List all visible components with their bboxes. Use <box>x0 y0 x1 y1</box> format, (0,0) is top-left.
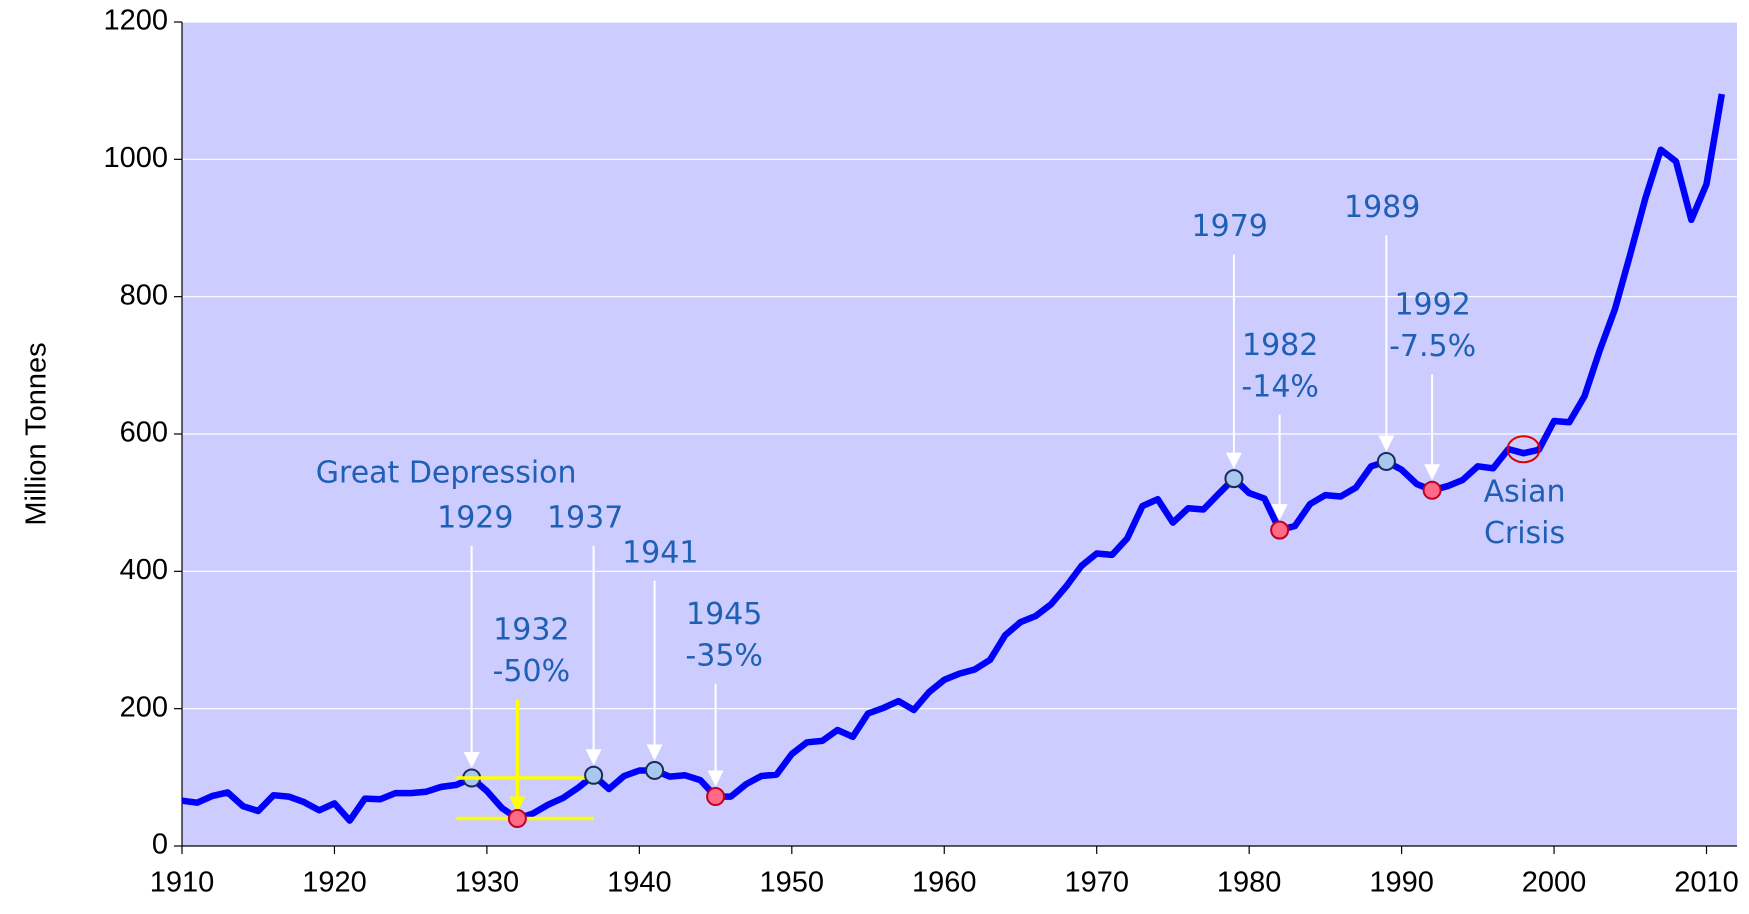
data-line <box>181 93 1726 824</box>
x-tick-label: 1950 <box>760 867 825 899</box>
annotation-label: 1979 <box>1192 209 1268 244</box>
annotation-arrow-head <box>1225 452 1242 469</box>
annotation-arrow-head <box>585 749 602 766</box>
y-tick-label: 1000 <box>103 142 168 174</box>
annotation-arrow-head <box>707 770 724 787</box>
x-tick-label: 1910 <box>150 867 215 899</box>
peak-marker <box>1376 451 1396 471</box>
y-tick-label: 200 <box>120 691 168 723</box>
x-tick-label: 1920 <box>302 867 367 899</box>
trough-marker <box>706 787 726 807</box>
annotation-label: 1989 <box>1344 190 1420 225</box>
trough-marker <box>507 809 527 829</box>
x-tick-label: 1990 <box>1369 867 1434 899</box>
x-tick-label: 1930 <box>455 867 520 899</box>
annotation-label: 1937 <box>547 501 623 536</box>
y-tick-label: 400 <box>120 554 168 586</box>
x-tick-label: 1940 <box>607 867 672 899</box>
annotation-label: 1945 <box>686 597 762 632</box>
x-tick-label: 2000 <box>1522 867 1587 899</box>
annotation-arrow-head <box>463 752 480 769</box>
annotation-arrow-head <box>1271 504 1288 521</box>
annotation-label: 1982 <box>1242 328 1318 363</box>
x-tick-label: 2010 <box>1674 867 1739 899</box>
annotation-label: 1941 <box>622 535 698 570</box>
annotation-label: -7.5% <box>1389 329 1476 364</box>
annotation-arrow-head <box>1378 435 1395 452</box>
annotation-arrow-head <box>646 744 663 761</box>
trough-marker <box>1270 520 1290 540</box>
annotation-arrow-head <box>509 796 526 813</box>
annotation-label: -50% <box>493 654 571 689</box>
peak-marker <box>1224 469 1244 489</box>
y-tick-label: 1200 <box>103 5 168 37</box>
x-tick-label: 1960 <box>912 867 977 899</box>
y-tick-label: 800 <box>120 279 168 311</box>
x-tick-label: 1980 <box>1217 867 1282 899</box>
annotation-label: Great Depression <box>316 456 577 491</box>
trough-marker <box>1422 480 1442 500</box>
annotation-label: 1932 <box>493 613 569 648</box>
annotation-ellipse <box>1506 435 1541 464</box>
annotation-label: -14% <box>1241 369 1319 404</box>
annotation-label: -35% <box>685 638 763 673</box>
y-tick-label: 0 <box>152 829 168 861</box>
y-tick-label: 600 <box>120 417 168 449</box>
annotation-label: Crisis <box>1484 516 1565 551</box>
peak-marker <box>645 760 665 780</box>
annotation-label: 1992 <box>1394 288 1470 323</box>
annotation-label: Asian <box>1484 475 1566 510</box>
y-axis-label: Million Tonnes <box>21 342 53 525</box>
annotation-label: 1929 <box>437 501 513 536</box>
x-tick-label: 1970 <box>1064 867 1129 899</box>
annotation-arrow-head <box>1424 464 1441 481</box>
peak-marker <box>584 765 604 785</box>
